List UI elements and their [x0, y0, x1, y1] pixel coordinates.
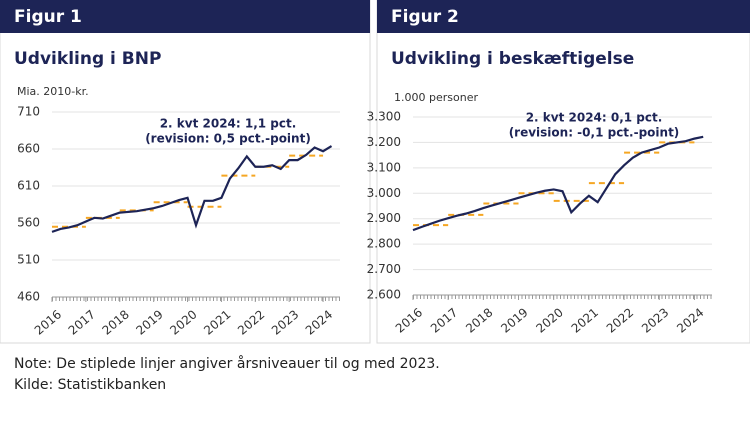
y-tick-label: 2.700	[367, 262, 401, 276]
annotation: (revision: -0,1 pct.-point)	[509, 126, 680, 140]
y-tick-label: 3.300	[367, 110, 401, 124]
panel-header-text: Figur 1	[14, 7, 82, 27]
y-tick-label: 710	[17, 105, 40, 119]
y-tick-label: 2.600	[367, 288, 401, 302]
annotation: 2. kvt 2024: 0,1 pct.	[526, 111, 663, 125]
y-tick-label: 460	[17, 290, 40, 304]
panel-header-text: Figur 2	[391, 7, 459, 27]
y-axis-label: Mia. 2010-kr.	[17, 85, 89, 98]
data-line	[412, 135, 704, 232]
note: Note: De stiplede linjer angiver årsnive…	[14, 356, 440, 372]
y-tick-label: 510	[17, 253, 40, 267]
y-tick-label: 660	[17, 142, 40, 156]
annotation: (revision: 0,5 pct.-point)	[145, 132, 311, 146]
y-axis-label: 1.000 personer	[394, 91, 478, 104]
panel	[376, 0, 750, 344]
y-tick-label: 610	[17, 179, 40, 193]
charts: Figur 1 Udvikling i BNP Mia. 2010-kr. 460 51…	[0, 0, 750, 344]
panel-header	[377, 0, 750, 33]
annotation: 2. kvt 2024: 1,1 pct.	[160, 117, 297, 131]
chart-title: Udvikling i beskæftigelse	[391, 49, 634, 69]
y-tick-label: 3.200	[367, 135, 401, 149]
y-tick-label: 2.900	[367, 211, 401, 225]
y-tick-label: 2.800	[367, 237, 401, 251]
chart-title: Udvikling i BNP	[14, 49, 161, 69]
panel	[0, 0, 371, 344]
data-line	[51, 145, 333, 233]
source: Kilde: Statistikbanken	[14, 377, 167, 393]
panel-header	[0, 0, 370, 33]
y-tick-label: 3.000	[367, 186, 401, 200]
y-tick-label: 560	[17, 216, 40, 230]
y-tick-label: 3.100	[367, 160, 401, 174]
